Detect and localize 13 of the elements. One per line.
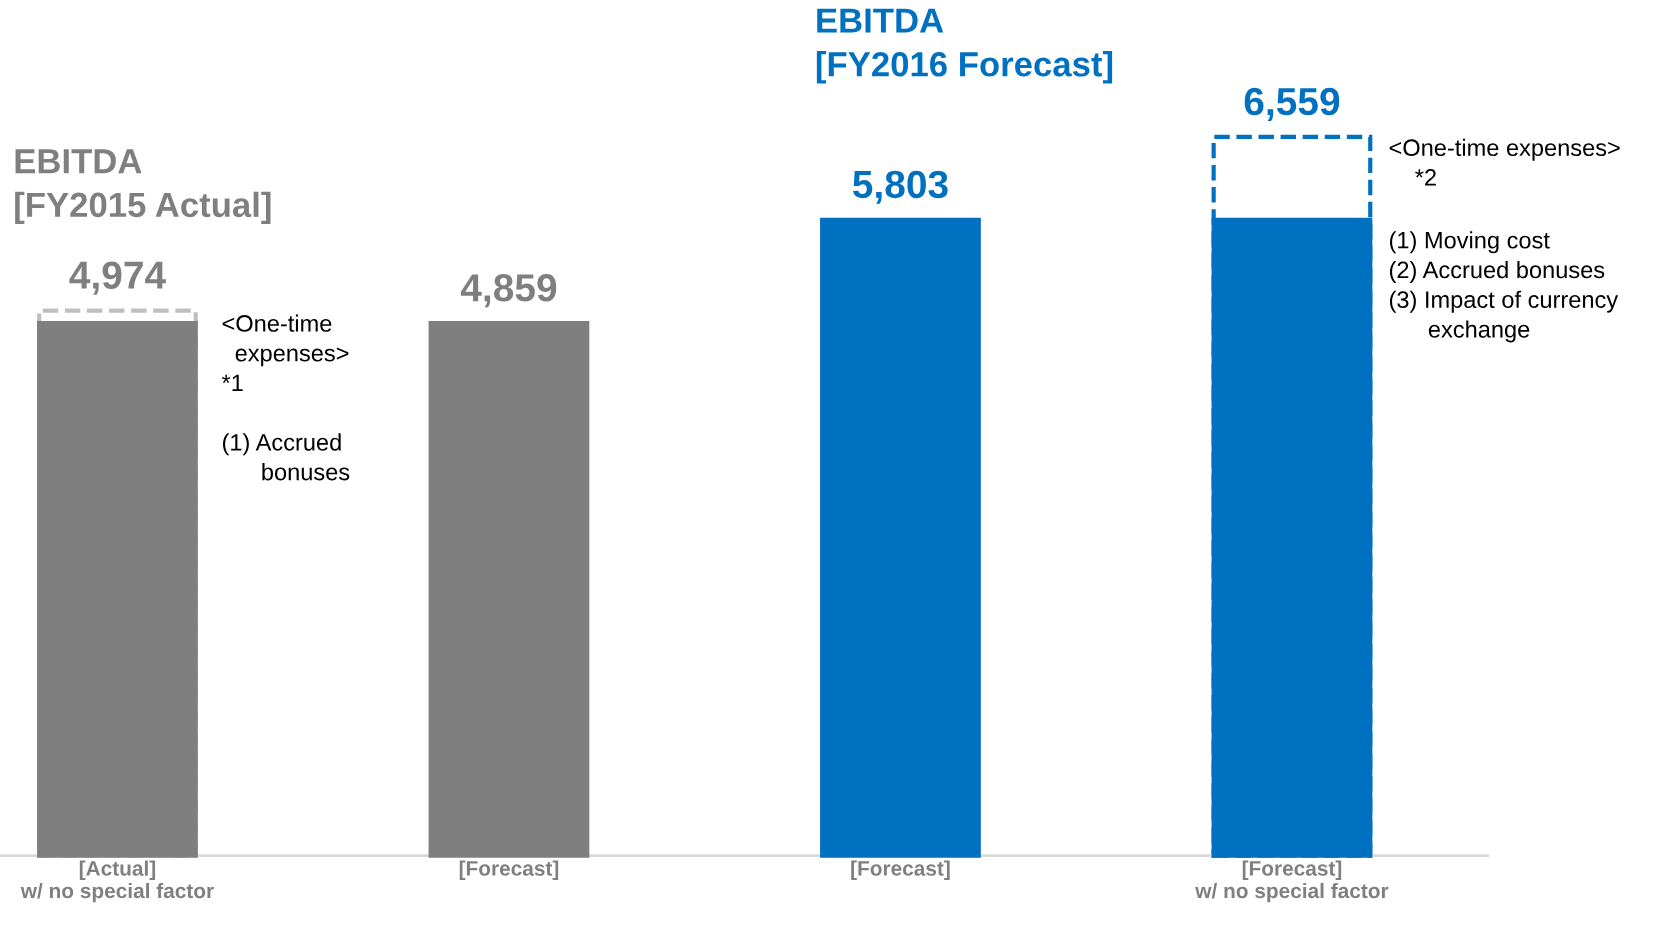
annotation: (1) Moving cost (2) Accrued bonuses (3) Impact of currency exchange bbox=[1389, 231, 1619, 343]
data-label: 5,803 bbox=[852, 170, 948, 204]
x-tick-label: [Forecast] bbox=[459, 860, 559, 880]
x-tick-label: [Actual] w/ no special factor bbox=[20, 860, 214, 903]
data-label: 6,559 bbox=[1244, 87, 1340, 121]
annotation: EBITDA [FY2015 Actual] bbox=[15, 149, 271, 225]
x-tick-label: [Forecast] w/ no special factor bbox=[1195, 860, 1389, 903]
text: <One-time expenses> *1 (1) Accrued bonuses bbox=[221, 314, 350, 481]
annotation: <One-time expenses> *2 bbox=[1389, 138, 1620, 186]
data-label: 4,859 bbox=[460, 274, 557, 308]
data-label: 4,974 bbox=[69, 261, 166, 295]
x-tick-label: [Forecast] bbox=[851, 860, 950, 880]
text: EBITDA [FY2016 Forecast] bbox=[816, 8, 1113, 84]
